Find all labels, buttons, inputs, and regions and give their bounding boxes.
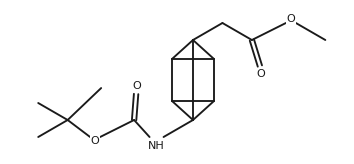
- Text: O: O: [257, 69, 265, 79]
- Text: O: O: [91, 136, 99, 146]
- Text: NH: NH: [148, 141, 165, 151]
- Text: O: O: [133, 81, 142, 91]
- Text: O: O: [286, 14, 295, 24]
